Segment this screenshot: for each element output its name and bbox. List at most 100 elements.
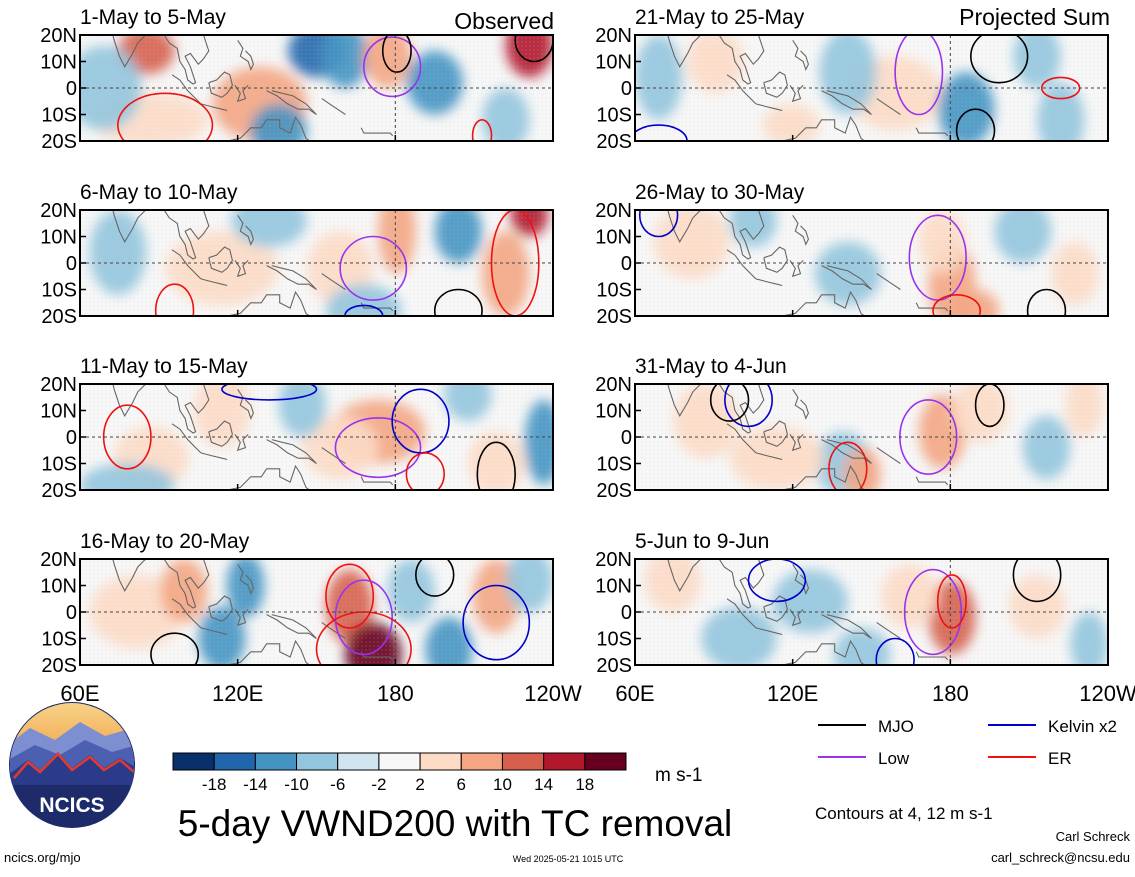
y-tick-label: 20N: [595, 549, 632, 571]
coastline: [237, 40, 254, 71]
coastline: [226, 290, 311, 316]
panel-label: 26-May to 30-May: [635, 181, 805, 204]
y-tick-label: 0: [621, 253, 632, 275]
coastline: [360, 127, 394, 137]
y-tick-label: 10N: [595, 227, 632, 249]
y-tick-label: 20S: [596, 306, 632, 328]
colorbar-tick-label: -2: [371, 775, 386, 794]
y-tick-label: 0: [66, 427, 77, 449]
coastline: [234, 260, 249, 278]
y-tick-label: 10N: [595, 401, 632, 423]
filter-contour: [970, 35, 1029, 84]
map-panel: 20N 10N 0 10S 20S 6-May to 10-May: [40, 181, 554, 328]
filter-contour: [955, 108, 996, 141]
filter-contour: [932, 294, 982, 316]
coastline: [876, 447, 901, 464]
coastline: [755, 103, 783, 112]
author-name: Carl Schreck: [1056, 829, 1131, 844]
colorbar-swatch: [501, 752, 545, 771]
legend-label: MJO: [878, 717, 914, 736]
map-panel: 20N 10N 0 10S 20S 11-May to 15-May: [40, 355, 554, 502]
coastline: [781, 115, 866, 141]
y-tick-label: 0: [621, 427, 632, 449]
coastline: [234, 84, 249, 103]
legend-label: Kelvin x2: [1048, 717, 1117, 736]
coastline: [321, 447, 346, 464]
coastline: [821, 265, 872, 290]
coastline: [763, 420, 788, 447]
coastline: [763, 71, 788, 98]
coastline: [876, 622, 901, 639]
coastline: [200, 452, 228, 461]
filter-contour: [747, 559, 807, 603]
coastline: [726, 74, 757, 105]
y-tick-label: 10N: [595, 52, 632, 74]
x-tick-label: 60E: [615, 681, 654, 706]
map-panel: 20N 10N 0 10S 20S 1-May to 5-May: [40, 6, 554, 153]
coastline: [667, 210, 765, 260]
coastline: [321, 273, 346, 290]
panel-label: 6-May to 10-May: [80, 181, 238, 204]
contour-note: Contours at 4, 12 m s-1: [815, 804, 993, 823]
coastline: [781, 464, 866, 490]
coastline: [915, 302, 949, 312]
y-tick-label: 20N: [40, 374, 77, 396]
coastline: [792, 564, 809, 595]
coastline: [763, 246, 788, 273]
coastline: [208, 246, 233, 273]
coastline: [266, 439, 317, 464]
filter-contour: [476, 441, 516, 490]
y-tick-label: 10S: [596, 454, 632, 476]
y-tick-label: 10N: [40, 227, 77, 249]
colorbar-tick-label: 6: [457, 775, 466, 794]
colorbar-swatch: [213, 752, 256, 771]
filter-contour: [381, 35, 412, 73]
coastline: [755, 278, 783, 287]
panel-label: 21-May to 25-May: [635, 6, 805, 29]
y-tick-label: 20N: [40, 200, 77, 222]
coastline: [200, 627, 228, 636]
filter-contour: [974, 384, 1005, 428]
legend-label: ER: [1048, 749, 1072, 768]
coastline: [266, 265, 317, 290]
filter-contour: [724, 384, 773, 428]
coastline: [226, 115, 311, 141]
coastline: [726, 598, 757, 629]
coastline: [667, 35, 765, 85]
y-tick-label: 20S: [41, 655, 77, 677]
colorbar-swatch: [460, 752, 503, 771]
filter-contour: [462, 584, 531, 661]
colorbar-swatch: [337, 752, 380, 771]
observed-label: Observed: [454, 8, 554, 34]
y-tick-label: 20N: [40, 549, 77, 571]
legend-item: ER: [988, 749, 1072, 768]
colorbar-swatch: [296, 752, 339, 771]
projected-label: Projected Sum: [959, 4, 1110, 30]
filter-contour: [339, 235, 408, 301]
coastline: [915, 651, 949, 661]
colorbar-tick-label: 2: [415, 775, 424, 794]
source-url: ncics.org/mjo: [4, 850, 81, 865]
coastline: [237, 215, 254, 246]
coastline: [208, 595, 233, 622]
y-tick-label: 20S: [596, 131, 632, 153]
x-tick-label: 180: [377, 681, 414, 706]
y-tick-label: 20N: [595, 25, 632, 47]
coastline: [915, 127, 949, 137]
coastline: [171, 423, 202, 454]
coastline: [876, 98, 901, 115]
y-tick-label: 10S: [41, 280, 77, 302]
y-tick-label: 10S: [596, 629, 632, 651]
colorbar-tick-label: -6: [330, 775, 345, 794]
coastline: [792, 389, 809, 420]
y-tick-label: 10N: [40, 401, 77, 423]
x-tick-label: 120E: [212, 681, 263, 706]
y-tick-label: 20S: [41, 480, 77, 502]
colorbar-swatch: [419, 752, 462, 771]
legend-item: Low: [818, 749, 910, 768]
filter-contour: [433, 288, 483, 316]
filter-contour: [1012, 559, 1062, 603]
colorbar-swatch: [254, 752, 298, 771]
coastline: [755, 452, 783, 461]
